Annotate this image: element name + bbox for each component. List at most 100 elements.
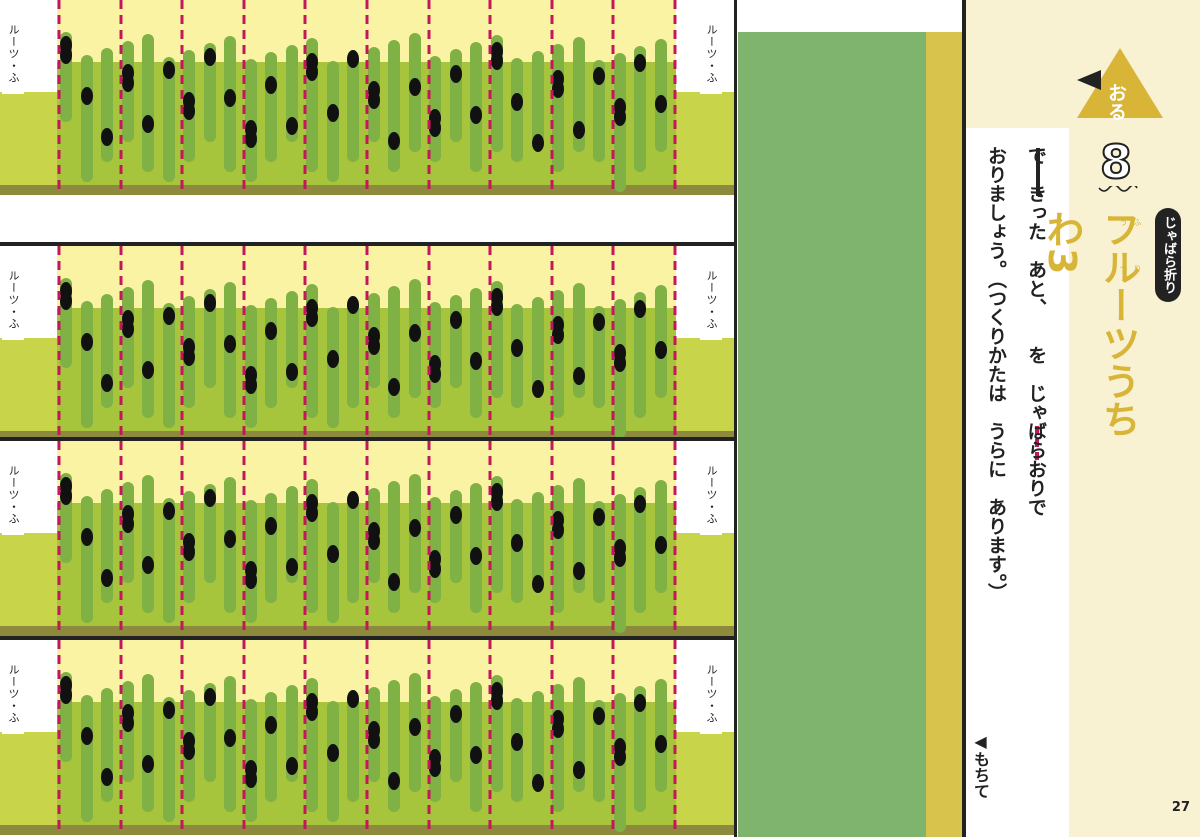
kiwi-seed — [306, 53, 318, 71]
fruit-strip: ルーツ・ふ ルーツ・ふ — [0, 246, 734, 441]
kiwi-seed — [60, 36, 72, 54]
strip-divider — [0, 636, 734, 640]
strip-soil — [0, 825, 734, 835]
kiwi-seed — [552, 511, 564, 529]
kiwi-seed — [163, 61, 175, 79]
kiwi-seed — [573, 761, 585, 779]
kiwi-pattern — [57, 441, 677, 636]
kiwi-seed — [142, 361, 154, 379]
kiwi-stripe — [265, 298, 277, 408]
kiwi-seed — [450, 65, 462, 83]
kiwi-seed — [224, 335, 236, 353]
kiwi-seed — [204, 688, 216, 706]
kiwi-seed — [163, 701, 175, 719]
kiwi-stripe — [532, 51, 544, 142]
instruction-line-2: おりましょう。（つくりかたは うらに あります。） — [985, 146, 1007, 602]
kiwi-seed — [81, 727, 93, 745]
kiwi-seed — [409, 78, 421, 96]
kiwi-stripe — [552, 44, 564, 172]
action-badge-label: おる — [1105, 83, 1127, 121]
triangle-badge-icon — [1077, 48, 1163, 118]
kiwi-stripe — [388, 40, 400, 172]
kiwi-stripe — [163, 57, 175, 182]
kiwi-seed — [327, 744, 339, 762]
step-underline-wave — [1098, 186, 1138, 192]
kiwi-seed — [286, 363, 298, 381]
kiwi-stripe — [634, 686, 646, 812]
kiwi-seed — [491, 288, 503, 306]
kiwi-seed — [163, 307, 175, 325]
kiwi-seed — [593, 67, 605, 85]
kiwi-seed — [409, 718, 421, 736]
kiwi-seed — [245, 366, 257, 384]
kiwi-seed — [286, 757, 298, 775]
kiwi-seed — [634, 495, 646, 513]
kiwi-seed — [470, 352, 482, 370]
kiwi-seed — [655, 536, 667, 554]
kiwi-seed — [60, 477, 72, 495]
kiwi-stripe — [593, 60, 605, 162]
kiwi-seed — [655, 341, 667, 359]
gold-panel — [926, 32, 962, 837]
kiwi-stripe — [142, 280, 154, 418]
kiwi-seed — [163, 502, 175, 520]
kiwi-seed — [265, 716, 277, 734]
kiwi-stripe — [532, 492, 544, 583]
fold-dash-line-icon — [1035, 426, 1039, 464]
kiwi-seed — [368, 81, 380, 99]
kiwi-seed — [614, 738, 626, 756]
kiwi-stripe — [450, 49, 462, 142]
strip-soil — [0, 626, 734, 636]
kiwi-seed — [101, 569, 113, 587]
kiwi-seed — [142, 755, 154, 773]
kiwi-seed — [593, 707, 605, 725]
kiwi-seed — [347, 296, 359, 314]
kiwi-stripe — [142, 674, 154, 812]
kiwi-stripe — [265, 493, 277, 603]
kiwi-seed — [101, 128, 113, 146]
kiwi-stripe — [450, 689, 462, 782]
kiwi-stripe — [204, 289, 216, 388]
kiwi-stripe — [388, 481, 400, 613]
kiwi-stripe — [265, 692, 277, 802]
kiwi-seed — [491, 483, 503, 501]
kiwi-stripe — [286, 685, 298, 782]
kiwi-seed — [101, 768, 113, 786]
kiwi-stripe — [347, 694, 359, 802]
kiwi-seed — [450, 705, 462, 723]
kiwi-seed — [532, 134, 544, 152]
kiwi-seed — [388, 772, 400, 790]
kiwi-stripe — [286, 486, 298, 583]
kiwi-seed — [327, 104, 339, 122]
kiwi-stripe — [450, 490, 462, 583]
strip-soil — [0, 185, 734, 195]
kiwi-seed — [409, 519, 421, 537]
kiwi-stripe — [204, 484, 216, 583]
page-number: 27 — [1171, 800, 1190, 815]
kiwi-seed — [511, 339, 523, 357]
kiwi-stripe — [593, 306, 605, 408]
kiwi-stripe — [347, 300, 359, 408]
spine-line — [734, 0, 737, 837]
strip-divider — [0, 437, 734, 441]
kiwi-seed — [347, 491, 359, 509]
kiwi-seed — [450, 506, 462, 524]
kiwi-seed — [245, 561, 257, 579]
strip-side-label: ルーツ・ふ — [2, 14, 24, 94]
kiwi-seed — [614, 98, 626, 116]
kiwi-pattern — [57, 0, 677, 195]
kiwi-pattern — [57, 640, 677, 835]
kiwi-seed — [286, 117, 298, 135]
kiwi-seed — [245, 760, 257, 778]
kiwi-stripe — [634, 292, 646, 418]
kiwi-seed — [60, 676, 72, 694]
kiwi-stripe — [81, 695, 93, 822]
kiwi-seed — [101, 374, 113, 392]
kiwi-seed — [429, 355, 441, 373]
kiwi-seed — [470, 746, 482, 764]
kiwi-seed — [511, 534, 523, 552]
kiwi-seed — [614, 539, 626, 557]
kiwi-seed — [347, 690, 359, 708]
kiwi-seed — [368, 721, 380, 739]
